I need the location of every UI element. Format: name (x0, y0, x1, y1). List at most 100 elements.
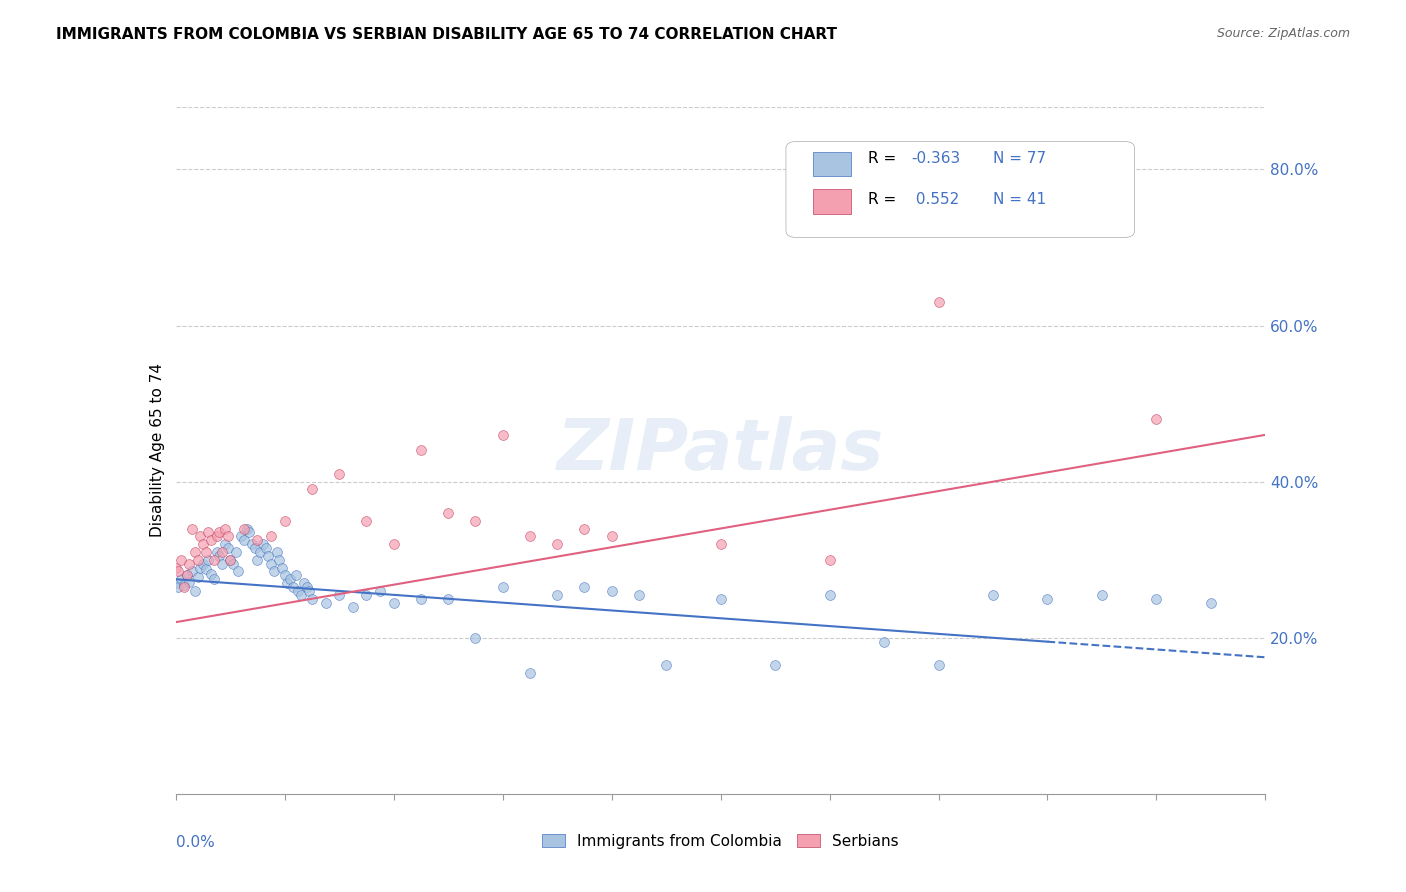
Point (276, 576, 298, 591)
Point (222, 557, 245, 571)
Point (981, 588, 1004, 602)
Point (266, 545, 288, 559)
Point (170, 572, 193, 586)
Text: R =: R = (868, 193, 901, 207)
Point (356, 514, 378, 528)
Point (191, 537, 214, 551)
Text: ZIPatlas: ZIPatlas (557, 416, 884, 485)
FancyBboxPatch shape (786, 141, 1135, 237)
Text: Source: ZipAtlas.com: Source: ZipAtlas.com (1216, 27, 1350, 40)
Point (546, 588, 568, 602)
Point (368, 583, 391, 598)
Point (181, 565, 204, 579)
Y-axis label: Disability Age 65 to 74: Disability Age 65 to 74 (149, 363, 165, 538)
Point (409, 443, 432, 458)
Point (271, 560, 294, 574)
Point (437, 591, 460, 606)
FancyBboxPatch shape (813, 152, 852, 176)
Point (928, 295, 950, 310)
Point (437, 506, 460, 520)
Point (763, 658, 786, 673)
Point (252, 537, 274, 551)
Text: 0.552: 0.552 (911, 193, 959, 207)
Point (818, 588, 841, 602)
Point (600, 583, 623, 598)
Point (1036, 591, 1059, 606)
Point (217, 541, 239, 555)
Point (710, 537, 733, 551)
Point (173, 580, 195, 594)
Point (170, 552, 193, 567)
Point (1199, 596, 1222, 610)
Point (873, 634, 896, 648)
Point (1144, 412, 1167, 426)
Point (246, 533, 269, 548)
Point (225, 545, 247, 559)
Point (184, 583, 207, 598)
Point (238, 525, 260, 540)
Point (263, 565, 285, 579)
Point (167, 580, 190, 594)
Point (219, 552, 242, 567)
Point (492, 427, 515, 442)
Point (409, 591, 432, 606)
Point (179, 574, 201, 589)
Point (243, 541, 266, 555)
Text: 0.0%: 0.0% (176, 835, 215, 850)
Point (249, 545, 271, 559)
Point (328, 588, 350, 602)
Point (176, 568, 198, 582)
Point (246, 552, 269, 567)
Point (191, 557, 214, 571)
Point (464, 514, 486, 528)
Point (194, 545, 217, 559)
Point (176, 568, 198, 582)
Point (269, 552, 291, 567)
Point (301, 483, 323, 497)
Point (165, 576, 187, 591)
Point (284, 568, 307, 582)
Point (240, 537, 263, 551)
Point (205, 545, 228, 559)
Point (214, 537, 236, 551)
Point (492, 580, 515, 594)
Point (315, 596, 337, 610)
Point (287, 583, 309, 598)
FancyBboxPatch shape (813, 189, 852, 213)
Point (202, 572, 225, 586)
Text: N = 77: N = 77 (993, 151, 1046, 166)
Point (1144, 591, 1167, 606)
Text: R =: R = (868, 151, 901, 166)
Point (290, 588, 312, 602)
Point (214, 521, 236, 535)
Point (200, 533, 222, 548)
Point (186, 570, 209, 584)
Point (356, 588, 378, 602)
Point (574, 580, 596, 594)
Point (181, 521, 204, 535)
Point (179, 557, 201, 571)
Point (292, 576, 315, 591)
Point (464, 631, 486, 645)
Point (208, 549, 231, 563)
Point (260, 529, 283, 543)
Point (254, 541, 277, 555)
Point (328, 467, 350, 481)
Point (295, 580, 318, 594)
Point (200, 566, 222, 581)
Point (211, 557, 233, 571)
Point (274, 568, 297, 582)
Point (260, 557, 283, 571)
Point (574, 521, 596, 535)
Point (167, 565, 190, 579)
Point (197, 552, 219, 567)
Text: IMMIGRANTS FROM COLOMBIA VS SERBIAN DISABILITY AGE 65 TO 74 CORRELATION CHART: IMMIGRANTS FROM COLOMBIA VS SERBIAN DISA… (56, 27, 837, 42)
Point (235, 521, 257, 535)
Point (519, 665, 541, 680)
Point (188, 560, 211, 574)
Point (301, 591, 323, 606)
Point (165, 560, 187, 574)
Point (278, 572, 301, 586)
Point (928, 658, 950, 673)
Point (546, 537, 568, 551)
